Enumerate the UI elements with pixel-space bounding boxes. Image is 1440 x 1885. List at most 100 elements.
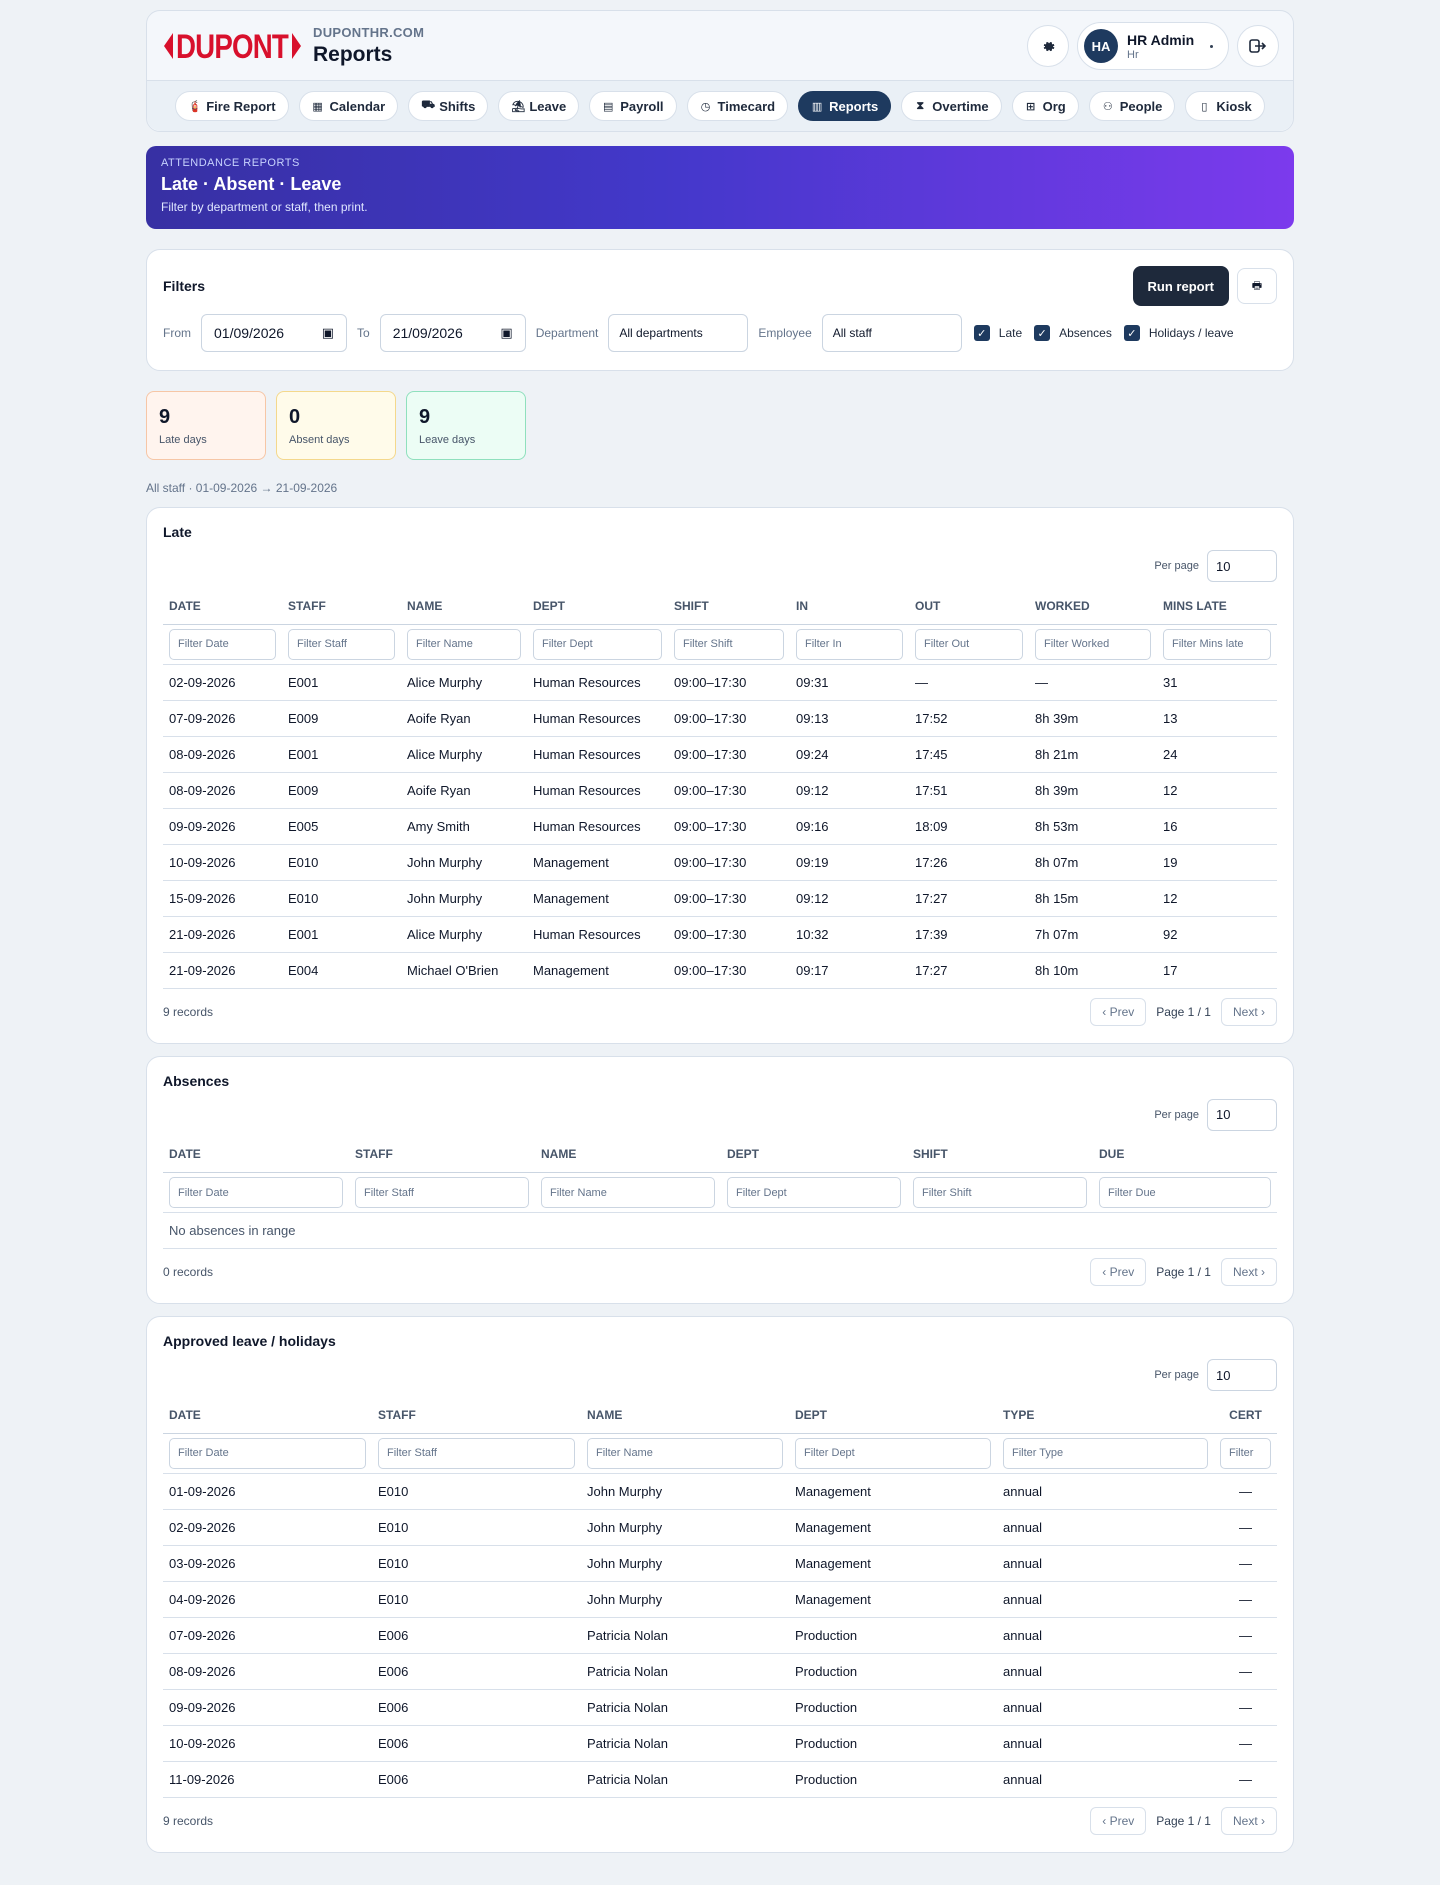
column-header[interactable]: STAFF <box>372 1397 581 1434</box>
column-header[interactable]: MINS LATE <box>1157 588 1277 625</box>
column-filter-input[interactable]: Filter Name <box>541 1177 715 1208</box>
column-filter-input[interactable]: Filter Type <box>1003 1437 1208 1469</box>
nav-fire-report[interactable]: 🧯 Fire Report <box>175 91 289 121</box>
nav-timecard[interactable]: ◷ Timecard <box>686 91 789 121</box>
holidays-checkbox[interactable]: ✓ Holidays / leave <box>1123 325 1234 341</box>
table-cell: 09:00–17:30 <box>668 700 790 737</box>
table-row: 21-09-2026 E004 Michael O'Brien Management 0… <box>163 952 1277 989</box>
from-date-input[interactable]: 01/09/2026 ▣ <box>201 314 347 352</box>
column-header[interactable]: NAME <box>535 1136 721 1173</box>
stat-absent-days: 0 Absent days <box>276 391 396 460</box>
column-filter-input[interactable]: Filter Name <box>407 628 521 660</box>
nav-reports[interactable]: ▥ Reports <box>798 91 892 121</box>
per-page-input[interactable]: 10 <box>1207 1098 1277 1131</box>
column-header[interactable]: WORKED <box>1029 588 1157 625</box>
column-filter-input[interactable]: Filter <box>1220 1437 1271 1469</box>
column-filter-input[interactable]: Filter Shift <box>674 628 784 660</box>
column-filter-input[interactable]: Filter Staff <box>378 1437 575 1469</box>
column-header[interactable]: DATE <box>163 588 282 625</box>
column-header[interactable]: DEPT <box>721 1136 907 1173</box>
table-cell: E004 <box>282 952 401 989</box>
column-header[interactable]: DUE <box>1093 1136 1277 1173</box>
column-filter-input[interactable]: Filter In <box>796 628 903 660</box>
column-header[interactable]: CERT <box>1214 1397 1277 1434</box>
column-filter-input[interactable]: Filter Date <box>169 1437 366 1469</box>
next-page-button[interactable]: Next › <box>1220 1806 1277 1835</box>
column-filter-input[interactable]: Filter Date <box>169 1177 343 1208</box>
nav-org[interactable]: ⊞ Org <box>1011 91 1079 121</box>
column-header[interactable]: DATE <box>163 1136 349 1173</box>
per-page-input[interactable]: 10 <box>1207 550 1277 582</box>
table-cell: Management <box>789 1473 997 1510</box>
late-title: Late <box>163 524 192 540</box>
column-header[interactable]: OUT <box>909 588 1029 625</box>
column-header[interactable]: DEPT <box>527 588 668 625</box>
column-filter-input[interactable]: Filter Dept <box>533 628 662 660</box>
column-header[interactable]: STAFF <box>349 1136 535 1173</box>
per-page-input[interactable]: 10 <box>1207 1359 1277 1391</box>
nav-leave[interactable]: ⛱ Leave <box>498 91 580 121</box>
column-filter-input[interactable]: Filter Mins late <box>1163 628 1271 660</box>
department-select[interactable]: All departments <box>608 314 749 352</box>
late-checkbox[interactable]: ✓ Late <box>973 325 1022 341</box>
column-header[interactable]: TYPE <box>997 1397 1214 1434</box>
leave-title: Approved leave / holidays <box>163 1333 336 1349</box>
column-filter-input[interactable]: Filter Due <box>1099 1177 1271 1208</box>
prev-page-button[interactable]: ‹ Prev <box>1090 1806 1147 1835</box>
column-filter-input[interactable]: Filter Name <box>587 1437 783 1469</box>
column-header[interactable]: IN <box>790 588 909 625</box>
run-report-button[interactable]: Run report <box>1132 266 1229 306</box>
table-cell: 17:27 <box>909 880 1029 917</box>
column-filter-input[interactable]: Filter Staff <box>355 1177 529 1208</box>
prev-page-button[interactable]: ‹ Prev <box>1090 1258 1147 1286</box>
print-button[interactable]: 🖶 <box>1237 268 1277 304</box>
column-filter-input[interactable]: Filter Staff <box>288 628 395 660</box>
column-filter-input[interactable]: Filter Worked <box>1035 628 1151 660</box>
column-header[interactable]: NAME <box>581 1397 789 1434</box>
employee-select[interactable]: All staff <box>821 314 962 352</box>
column-header[interactable]: NAME <box>401 588 527 625</box>
column-filter-input[interactable]: Filter Date <box>169 628 276 660</box>
table-cell: Patricia Nolan <box>581 1689 789 1726</box>
prev-page-button[interactable]: ‹ Prev <box>1090 997 1147 1026</box>
to-date-input[interactable]: 21/09/2026 ▣ <box>379 314 526 352</box>
nav-shifts[interactable]: ⛟ Shifts <box>408 91 489 121</box>
column-filter-input[interactable]: Filter Dept <box>727 1177 901 1208</box>
nav-label: Kiosk <box>1216 98 1252 114</box>
table-row: 07-09-2026 E006 Patricia Nolan Production an… <box>163 1617 1277 1654</box>
nav-payroll[interactable]: ▤ Payroll <box>589 91 677 121</box>
table-row: 09-09-2026 E006 Patricia Nolan Production an… <box>163 1689 1277 1726</box>
column-header[interactable]: SHIFT <box>907 1136 1093 1173</box>
nav-kiosk[interactable]: ▯ Kiosk <box>1185 91 1265 121</box>
next-page-button[interactable]: Next › <box>1220 1258 1277 1286</box>
column-filter-input[interactable]: Filter Dept <box>795 1437 991 1469</box>
column-header[interactable]: SHIFT <box>668 588 790 625</box>
table-cell: 09:00–17:30 <box>668 772 790 809</box>
next-page-button[interactable]: Next › <box>1220 997 1277 1026</box>
table-cell: E006 <box>372 1761 581 1798</box>
empty-message: No absences in range <box>163 1212 1277 1249</box>
column-header[interactable]: STAFF <box>282 588 401 625</box>
table-cell: — <box>1214 1509 1277 1546</box>
calendar-icon[interactable]: ▣ <box>500 325 513 340</box>
nav-overtime[interactable]: ⧗ Overtime <box>901 91 1002 121</box>
column-header[interactable]: DEPT <box>789 1397 997 1434</box>
nav-people[interactable]: ⚇ People <box>1088 91 1176 121</box>
nav-calendar[interactable]: ▦ Calendar <box>298 91 399 121</box>
column-filter-input[interactable]: Filter Out <box>915 628 1023 660</box>
absences-checkbox[interactable]: ✓ Absences <box>1034 325 1112 341</box>
column-header[interactable]: DATE <box>163 1397 372 1434</box>
calendar-icon: ▦ <box>312 100 323 113</box>
settings-button[interactable] <box>1027 25 1069 67</box>
table-cell: — <box>1214 1653 1277 1690</box>
table-cell: Production <box>789 1725 997 1762</box>
user-menu[interactable]: HA HR Admin Hr <box>1077 22 1229 70</box>
calendar-icon[interactable]: ▣ <box>321 325 334 340</box>
dupont-logo[interactable]: DUPONT <box>161 24 304 68</box>
column-filter-input[interactable]: Filter Shift <box>913 1177 1087 1208</box>
table-cell: 12 <box>1157 772 1277 809</box>
logout-button[interactable] <box>1237 25 1279 67</box>
table-row: 02-09-2026 E001 Alice Murphy Human Resource… <box>163 664 1277 701</box>
report-scope: All staff · 01-09-2026 → 21-09-2026 <box>146 481 338 495</box>
table-row: 03-09-2026 E010 John Murphy Management annua… <box>163 1545 1277 1582</box>
